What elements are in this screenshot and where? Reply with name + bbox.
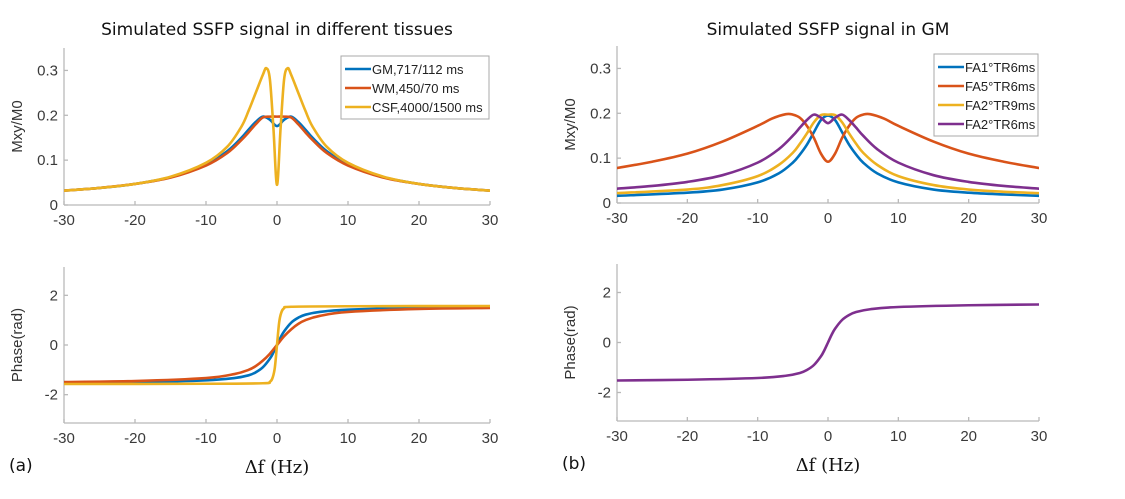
y-tick-label: 0.2 [590, 105, 611, 122]
x-tick-label: -30 [53, 430, 75, 447]
x-tick-label: -20 [124, 212, 146, 229]
x-tick-label: 20 [960, 428, 977, 445]
legend-entry: CSF,4000/1500 ms [372, 100, 483, 115]
x-tick-label: 0 [824, 210, 832, 227]
x-tick-label: 0 [273, 212, 281, 229]
x-tick-label: 10 [340, 430, 357, 447]
x-tick-label: 0 [824, 428, 832, 445]
x-tick-label: 10 [340, 212, 357, 229]
x-tick-label: 30 [482, 212, 499, 229]
x-tick-label: -10 [747, 210, 769, 227]
chart-title: Simulated SSFP signal in different tissu… [101, 20, 453, 40]
series-line-csf-4000-1500-ms [64, 66, 490, 192]
series-line-fa5-tr6ms [617, 112, 1039, 170]
x-tick-label: -20 [676, 428, 698, 445]
y-tick-label: 0.2 [37, 107, 58, 124]
series-line-fa2-tr9ms [617, 113, 1039, 195]
legend-entry: FA2°TR6ms [965, 117, 1036, 132]
x-tick-label: -10 [747, 428, 769, 445]
legend: GM,717/112 ms WM,450/70 ms CSF,4000/1500 m… [340, 55, 490, 120]
x-tick-label: 30 [1031, 428, 1048, 445]
x-tick-label: -30 [53, 212, 75, 229]
x-tick-label: 20 [411, 430, 428, 447]
y-tick-label: 0.3 [590, 60, 611, 77]
y-tick-label: 0 [50, 197, 58, 214]
panel-label: (b) [562, 454, 586, 474]
legend-entry: WM,450/70 ms [372, 81, 460, 96]
x-tick-label: 10 [890, 428, 907, 445]
panel-label: (a) [9, 456, 33, 476]
legend-entry: FA2°TR9ms [965, 98, 1036, 113]
y-tick-label: 2 [50, 287, 58, 304]
x-tick-label: 0 [273, 430, 281, 447]
y-axis-label: Mxy/M0 [9, 100, 26, 153]
subplot-a-magnitude: -30 -20 -10 0 10 20 30 0 0.1 0.2 0.3 Mxy/M0 Simulate… [9, 20, 498, 229]
x-tick-label: -30 [606, 210, 628, 227]
x-tick-label: 30 [1031, 210, 1048, 227]
x-tick-label: -20 [676, 210, 698, 227]
y-axis-label: Phase(rad) [562, 305, 579, 379]
x-tick-label: 10 [890, 210, 907, 227]
y-axis-label: Phase(rad) [9, 308, 26, 382]
x-tick-label: -30 [606, 428, 628, 445]
y-tick-label: 0.3 [37, 62, 58, 79]
series-line-csf-4000-1500-ms [64, 304, 490, 386]
y-tick-label: 2 [603, 285, 611, 302]
subplot-b-magnitude: -30 -20 -10 0 10 20 30 0 0.1 0.2 0.3 Mxy/M0 Simulate… [562, 20, 1047, 227]
y-tick-label: -2 [598, 385, 611, 402]
series-line-fa2-tr6ms [617, 303, 1039, 382]
series-line-fa2-tr6ms [617, 113, 1039, 190]
x-tick-label: -10 [195, 430, 217, 447]
y-axis-label: Mxy/M0 [562, 98, 579, 151]
y-tick-label: -2 [45, 387, 58, 404]
x-tick-label: -20 [124, 430, 146, 447]
y-tick-label: 0 [50, 337, 58, 354]
y-tick-label: 0 [603, 195, 611, 212]
x-tick-label: 20 [411, 212, 428, 229]
x-axis-label: Δf (Hz) [796, 455, 861, 476]
legend-entry: FA1°TR6ms [965, 60, 1036, 75]
y-tick-label: 0 [603, 335, 611, 352]
x-tick-label: 30 [482, 430, 499, 447]
chart-title: Simulated SSFP signal in GM [707, 20, 950, 40]
series-line-wm-450-70-ms [64, 115, 490, 192]
x-tick-label: 20 [960, 210, 977, 227]
legend: FA1°TR6ms FA5°TR6ms FA2°TR9ms FA2°TR6ms [933, 53, 1039, 137]
legend-entry: FA5°TR6ms [965, 79, 1036, 94]
y-tick-label: 0.1 [590, 150, 611, 167]
x-axis-label: Δf (Hz) [245, 457, 310, 478]
series-line-fa1-tr6ms [617, 114, 1039, 198]
y-tick-label: 0.1 [37, 152, 58, 169]
x-tick-label: -10 [195, 212, 217, 229]
legend-entry: GM,717/112 ms [372, 62, 464, 77]
